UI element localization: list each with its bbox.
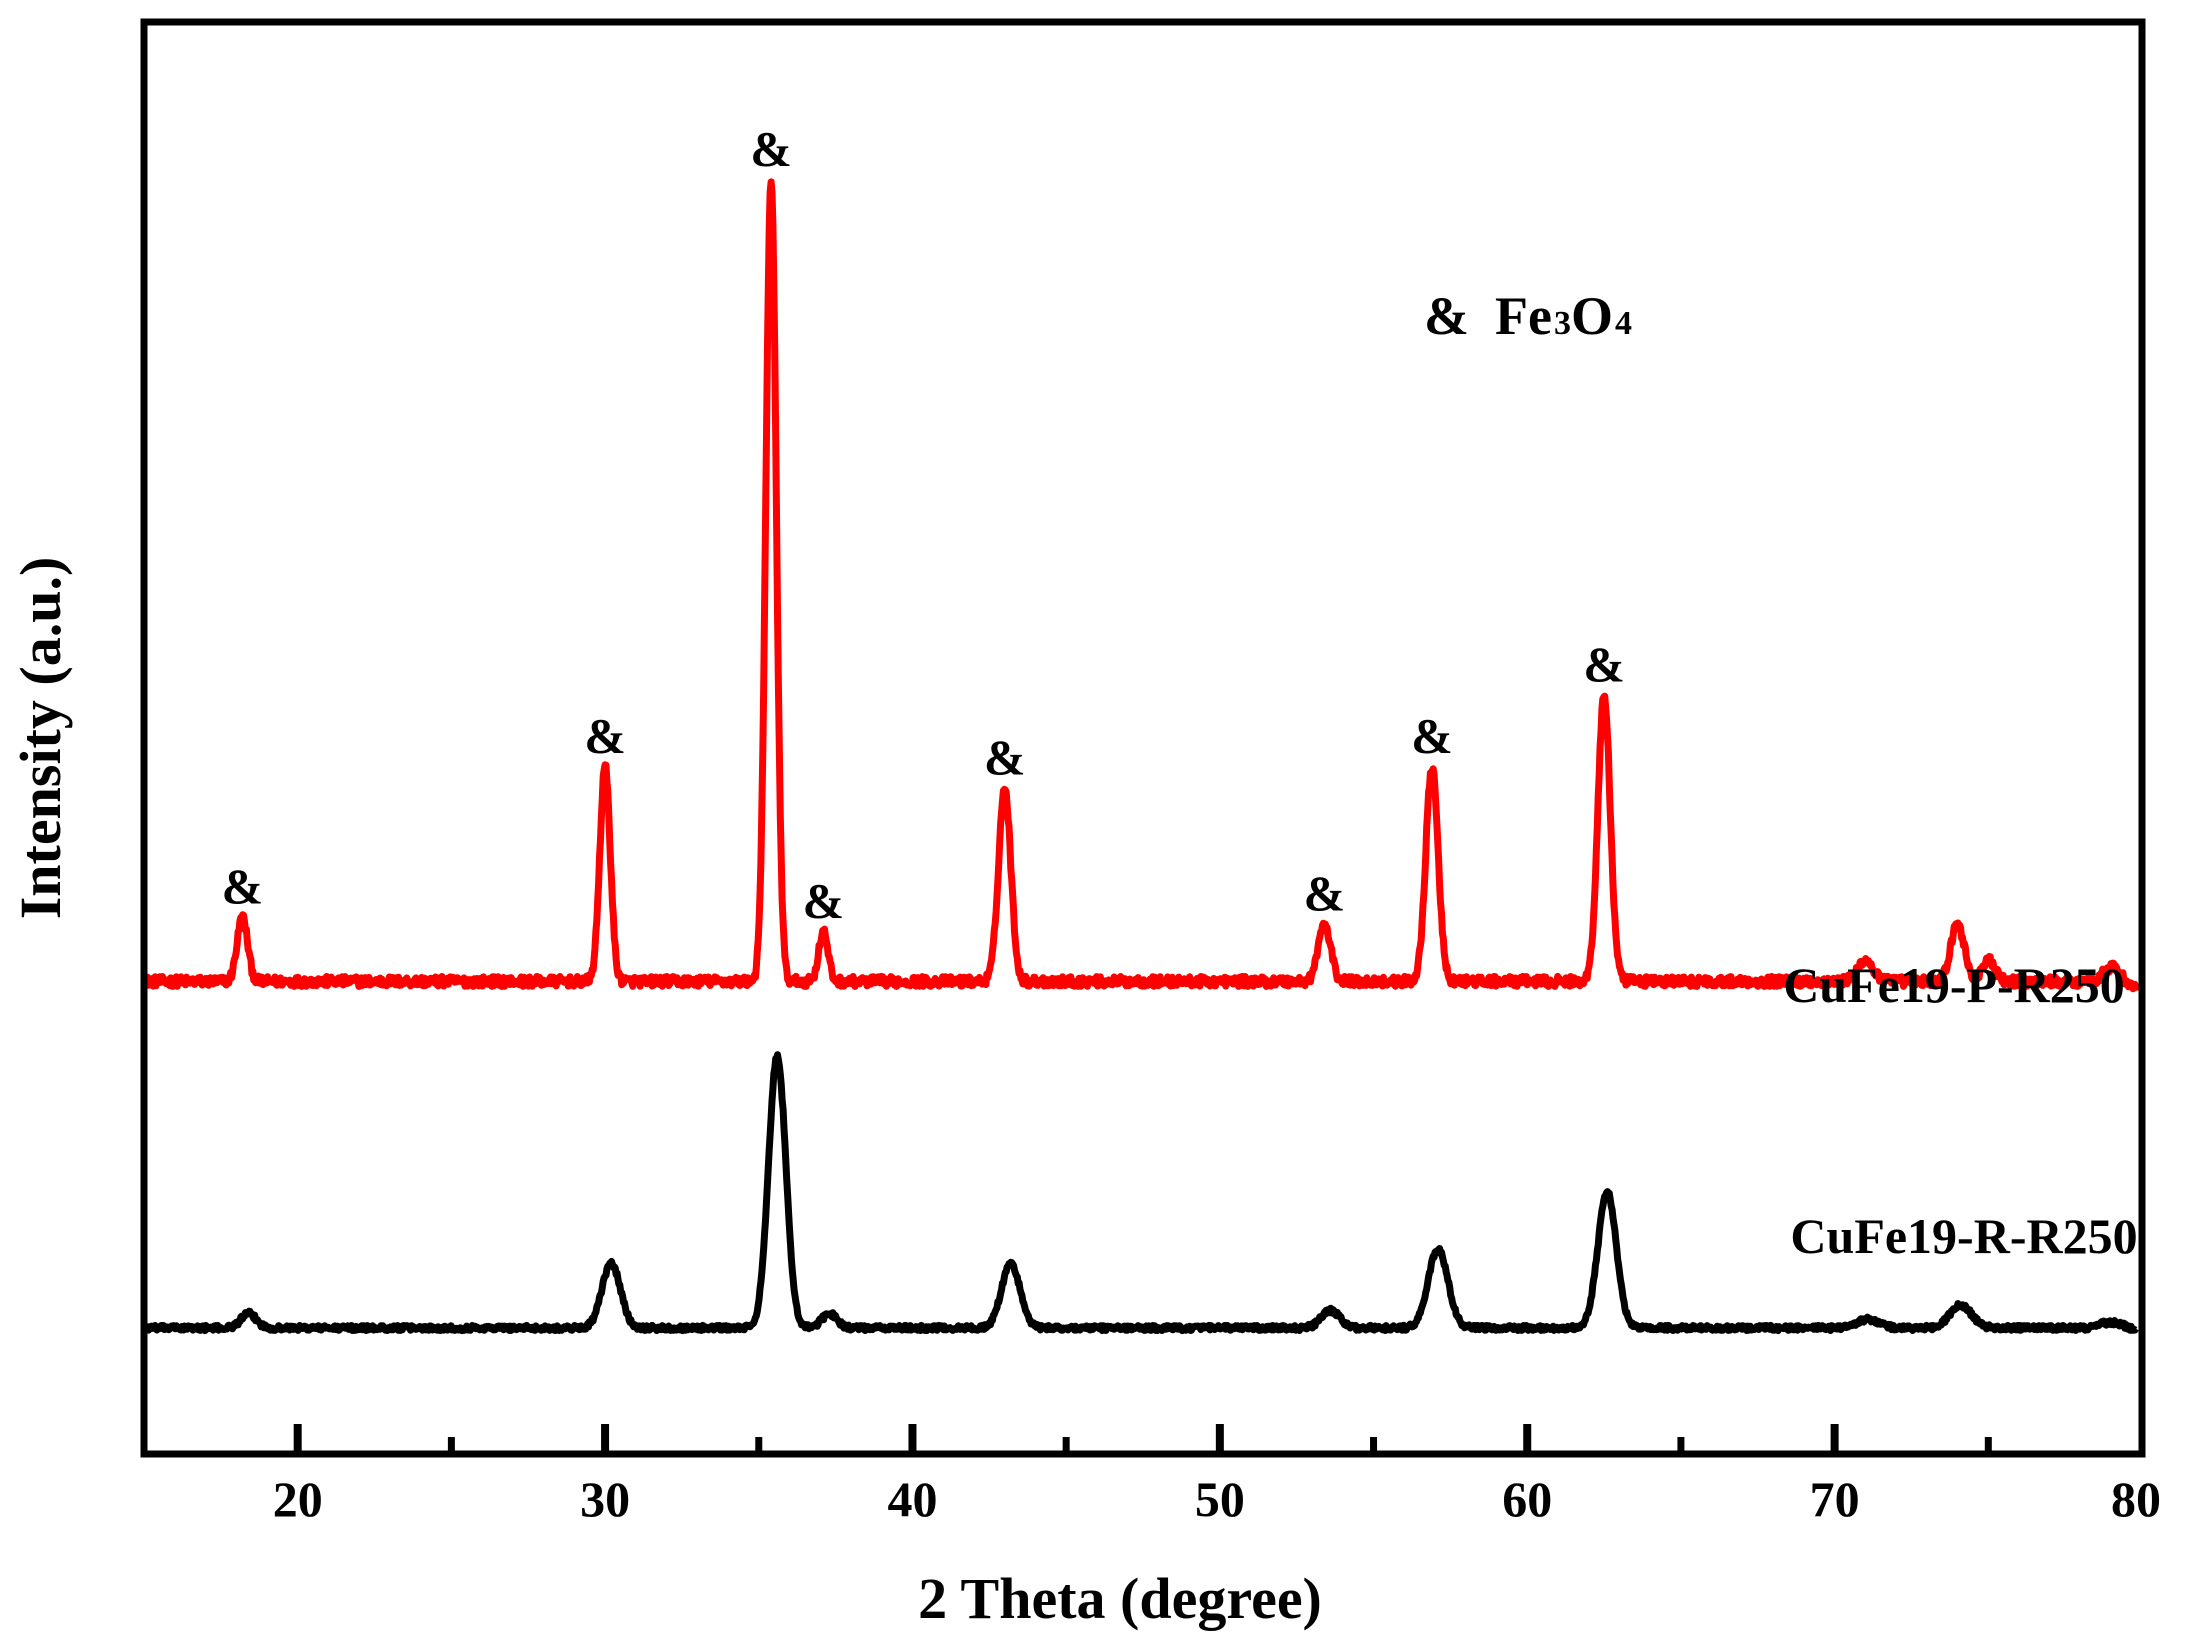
x-tick-label: 70 (1810, 1471, 1860, 1527)
phase-legend: & Fe3O4 (1424, 286, 1632, 346)
peak-marker: & (1304, 865, 1346, 921)
x-tick-label: 30 (580, 1471, 630, 1527)
x-tick-label: 40 (887, 1471, 937, 1527)
x-tick-label: 20 (273, 1471, 323, 1527)
legend-marker: & (1424, 286, 1469, 346)
legend-subscript-4: 4 (1615, 305, 1632, 342)
x-axis-ticks (293, 1424, 1992, 1454)
series-line-1 (141, 178, 2140, 993)
peak-markers: & & & & & & & & (222, 121, 1625, 929)
x-axis-tick-labels: 20 30 40 50 60 70 80 (273, 1471, 2161, 1527)
legend-phase-o: O (1571, 286, 1613, 346)
x-tick-label: 50 (1195, 1471, 1245, 1527)
series-label-2: CuFe19-R-R250 (1790, 1208, 2137, 1264)
peak-marker: & (1583, 636, 1625, 692)
series-label-1: CuFe19-P-R250 (1783, 957, 2125, 1013)
series-layer (141, 178, 2140, 1335)
peak-marker: & (1411, 708, 1453, 764)
series-line-2 (141, 1051, 2139, 1335)
series-labels: CuFe19-P-R250 CuFe19-R-R250 (1783, 957, 2137, 1264)
y-axis-title: Intensity (a.u.) (8, 557, 73, 920)
peak-marker: & (584, 708, 626, 764)
peak-marker: & (984, 729, 1026, 785)
plot-frame (140, 18, 2146, 1458)
x-tick-label: 80 (2111, 1471, 2161, 1527)
legend-phase-fe: Fe (1495, 286, 1552, 346)
peak-marker: & (222, 858, 264, 914)
peak-marker: & (750, 121, 792, 177)
x-tick-label: 60 (1502, 1471, 1552, 1527)
legend-subscript-3: 3 (1554, 305, 1571, 342)
x-axis-title: 2 Theta (degree) (918, 1566, 1322, 1631)
peak-marker: & (802, 872, 844, 928)
